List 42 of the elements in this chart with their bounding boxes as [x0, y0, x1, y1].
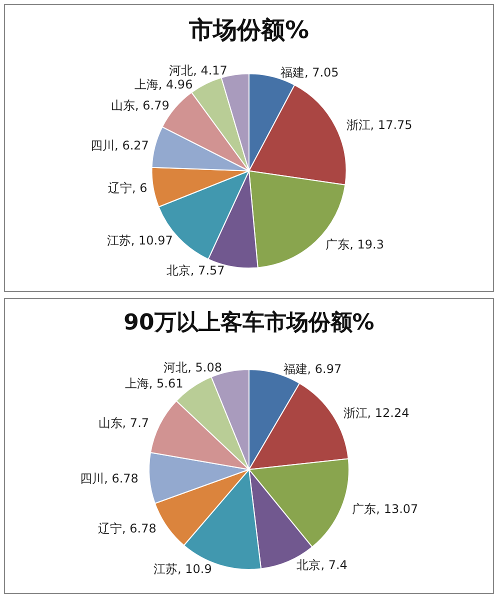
- data-label: , 13.07: [376, 502, 418, 516]
- data-label: , 12.24: [367, 406, 410, 420]
- slice-label: 四川: [80, 472, 104, 486]
- slice-label: 广东: [326, 237, 350, 252]
- slice-label: 辽宁: [98, 522, 122, 536]
- data-label: , 19.3: [350, 237, 384, 252]
- slice-label: 北京: [296, 558, 321, 572]
- data-label: , 4.96: [158, 78, 193, 92]
- slice-label: 山东: [111, 98, 136, 112]
- slice-label: 北京: [166, 264, 190, 278]
- slice-label: 江苏: [154, 562, 178, 576]
- slice-label: 江苏: [106, 234, 131, 248]
- data-label: , 5.08: [188, 360, 222, 374]
- slice-label: 上海: [134, 78, 158, 92]
- slice-label: 福建: [283, 362, 308, 376]
- data-label: , 6.78: [104, 472, 138, 486]
- chart-title: 90万以上客车市场份额%: [124, 310, 374, 336]
- data-label: , 7.05: [304, 66, 339, 80]
- slice-label: 河北: [169, 64, 194, 78]
- slice-label: 浙江: [343, 406, 368, 420]
- slice-label: 河北: [164, 360, 188, 374]
- data-label: , 7.4: [320, 558, 348, 572]
- chart-title: 市场份额%: [188, 16, 310, 44]
- data-label: , 5.61: [148, 376, 184, 391]
- data-label: , 6: [132, 181, 148, 196]
- slice-label: 辽宁: [108, 181, 132, 196]
- data-label: , 6.27: [114, 138, 149, 153]
- data-label: , 6.79: [135, 98, 170, 112]
- data-label: , 10.97: [130, 234, 173, 248]
- slice-label: 四川: [90, 138, 115, 153]
- data-label: , 7.57: [190, 264, 225, 278]
- slice-label: 上海: [124, 376, 149, 391]
- data-label: , 17.75: [370, 118, 412, 132]
- slice-label: 广东: [352, 502, 376, 516]
- data-label: , 6.97: [307, 362, 342, 376]
- data-label: , 10.9: [177, 562, 212, 576]
- slice-label: 福建: [280, 66, 304, 80]
- slice-label: 山东: [98, 416, 122, 430]
- slice-label: 浙江: [346, 118, 370, 132]
- data-label: , 6.78: [122, 522, 156, 536]
- data-label: , 7.7: [122, 416, 150, 430]
- data-label: , 4.17: [193, 64, 228, 78]
